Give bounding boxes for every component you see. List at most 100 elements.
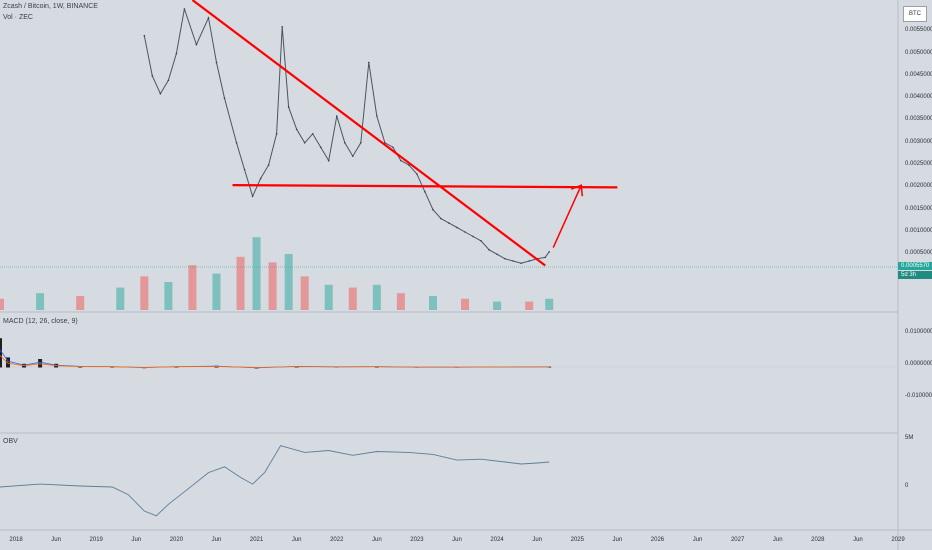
volume-bar [36, 293, 45, 310]
volume-bar [268, 262, 277, 310]
time-axis-tick: Jun [853, 537, 863, 543]
symbol-title[interactable]: Zcash / Bitcoin, 1W, BINANCE [3, 3, 98, 10]
volume-bar [300, 276, 309, 310]
obv-indicator-label[interactable]: OBV [3, 438, 18, 445]
price-point [281, 25, 284, 28]
price-point [207, 17, 210, 19]
price-point [392, 146, 394, 149]
price-point [472, 235, 474, 238]
obv-axis-tick: 0 [905, 483, 909, 489]
time-axis-tick: Jun [131, 537, 142, 543]
macd-axis-tick: 0.0000000 [905, 361, 932, 367]
price-axis-tick: 0.0050000 [905, 49, 932, 56]
macd-line [0, 349, 550, 369]
signal-line [0, 355, 550, 368]
volume-bar [76, 296, 85, 310]
horizontal-resistance-line [232, 184, 618, 189]
projection-arrowhead [571, 184, 584, 197]
price-point [275, 133, 278, 135]
price-point [335, 115, 338, 117]
price-point [368, 61, 370, 64]
volume-bar [372, 284, 381, 310]
time-axis-tick: Jun [51, 537, 61, 543]
price-point [167, 79, 170, 82]
time-axis-tick: Jun [371, 537, 382, 543]
price-axis-tick: 0.0025000 [905, 161, 932, 168]
volume-bar [140, 276, 149, 310]
price-point [151, 75, 154, 77]
obv-line [0, 445, 550, 517]
price-axis-tick: 0.0030000 [905, 138, 932, 145]
price-point [243, 168, 246, 171]
price-point [267, 164, 270, 166]
currency-badge[interactable]: BTC [903, 6, 927, 22]
volume-bar [252, 237, 261, 310]
macd-histogram-bar [0, 338, 2, 368]
price-point [159, 92, 162, 95]
price-point [488, 249, 490, 251]
last-price-badge: 0.0005570 [898, 262, 932, 270]
volume-bar [164, 282, 173, 310]
time-axis-tick: 2020 [169, 537, 184, 543]
price-point [295, 128, 298, 131]
time-axis-tick: Jun [692, 537, 703, 543]
volume-bar [348, 287, 357, 310]
volume-indicator-label[interactable]: Vol · ZEC [3, 14, 33, 21]
volume-bar [236, 256, 245, 310]
time-axis-tick: 2022 [330, 537, 344, 543]
volume-bar [461, 298, 470, 310]
price-point [360, 141, 362, 144]
time-axis-tick: Jun [211, 537, 222, 543]
projection-arrow [552, 184, 582, 248]
price-point [327, 159, 330, 162]
price-point [496, 253, 498, 256]
price-point [235, 141, 238, 144]
volume-bar [545, 298, 554, 310]
price-point [408, 164, 410, 166]
volume-bar [525, 301, 534, 310]
obv-axis-tick: 5M [905, 435, 914, 441]
price-point [520, 262, 522, 265]
price-point [424, 191, 426, 193]
macd-histogram-bar [547, 366, 552, 368]
macd-axis-tick: -0.0100000 [905, 393, 932, 399]
price-point [195, 43, 198, 46]
price-point [528, 260, 530, 262]
volume-bar [212, 273, 221, 310]
price-point [464, 231, 466, 233]
bar-countdown-badge: 5d 3h [898, 271, 932, 279]
price-axis-tick: 0.0005000 [905, 250, 932, 257]
macd-indicator-label[interactable]: MACD (12, 26, close, 9) [3, 318, 78, 325]
descending-trendline [191, 0, 546, 267]
price-axis-tick: 0.0020000 [905, 183, 932, 190]
price-point [319, 146, 322, 149]
price-axis-tick: 0.0015000 [905, 205, 932, 212]
price-point [343, 141, 346, 144]
macd-histogram-bar [6, 357, 11, 368]
price-point [175, 52, 178, 55]
time-axis-tick: 2023 [410, 537, 424, 543]
time-axis-tick: 2028 [811, 537, 825, 543]
price-point [456, 226, 458, 229]
time-axis-tick: 2029 [891, 537, 905, 543]
macd-axis-tick: 0.0100000 [905, 329, 932, 335]
price-point [183, 8, 186, 10]
price-point [448, 222, 450, 224]
price-axis-tick: 0.0040000 [905, 94, 932, 101]
time-axis-tick: Jun [532, 537, 543, 543]
time-axis-tick: Jun [612, 537, 623, 543]
time-axis-tick: 2019 [89, 537, 103, 543]
price-point [223, 97, 226, 99]
volume-bar [116, 287, 125, 310]
price-point [432, 208, 434, 211]
time-axis-tick: Jun [772, 537, 783, 543]
price-axis-tick: 0.0045000 [905, 71, 932, 78]
time-axis-tick: 2018 [9, 537, 23, 543]
price-point [251, 195, 254, 198]
price-point [504, 257, 506, 260]
macd-histogram-bar [38, 359, 43, 368]
price-axis-tick: 0.0035000 [905, 116, 932, 123]
volume-bar [0, 298, 4, 310]
